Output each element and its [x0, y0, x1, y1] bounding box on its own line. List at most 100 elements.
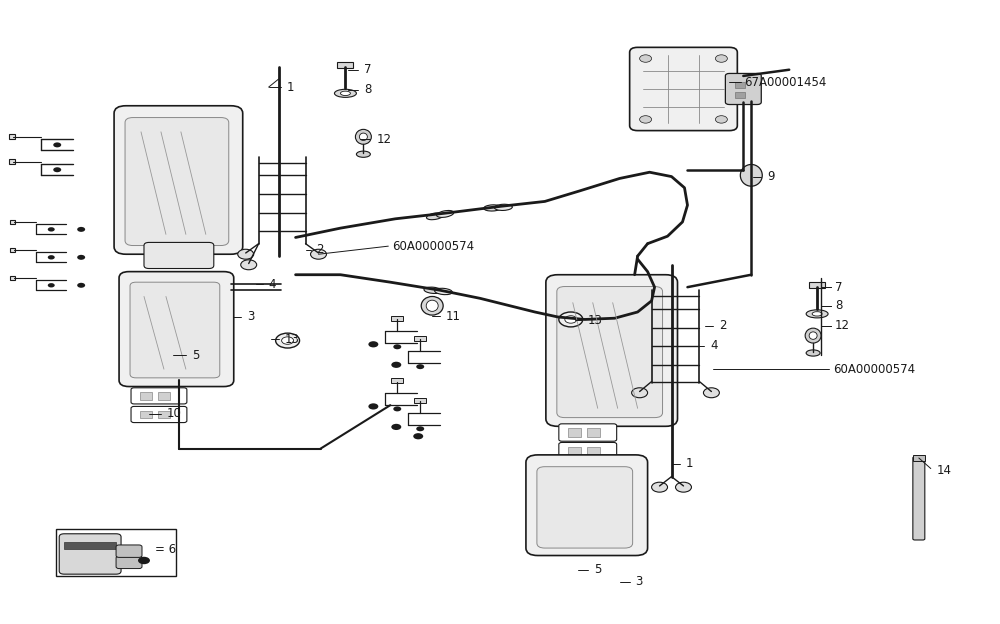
Circle shape — [48, 283, 55, 288]
Circle shape — [77, 283, 85, 288]
Bar — [158, 301, 172, 310]
Circle shape — [48, 227, 55, 232]
Circle shape — [368, 403, 378, 409]
Text: 12: 12 — [835, 319, 850, 332]
FancyBboxPatch shape — [131, 388, 187, 404]
FancyBboxPatch shape — [114, 105, 243, 254]
Text: 60A00000574: 60A00000574 — [392, 240, 474, 253]
Bar — [735, 92, 745, 99]
FancyBboxPatch shape — [559, 424, 617, 441]
Text: 67A00001454: 67A00001454 — [744, 76, 827, 89]
FancyBboxPatch shape — [557, 286, 663, 417]
Ellipse shape — [340, 91, 350, 95]
Ellipse shape — [806, 350, 820, 356]
Bar — [140, 411, 152, 418]
Circle shape — [413, 433, 423, 439]
FancyBboxPatch shape — [559, 442, 617, 460]
Bar — [337, 62, 353, 68]
FancyBboxPatch shape — [537, 467, 633, 548]
Circle shape — [77, 227, 85, 232]
Circle shape — [640, 115, 652, 123]
Ellipse shape — [427, 213, 444, 220]
Text: 7: 7 — [835, 281, 843, 294]
Text: 3: 3 — [636, 575, 643, 588]
Bar — [735, 82, 745, 89]
Text: 13: 13 — [588, 314, 603, 326]
FancyBboxPatch shape — [913, 457, 925, 540]
Ellipse shape — [424, 287, 442, 293]
Bar — [158, 319, 172, 328]
Bar — [809, 282, 825, 288]
Bar — [10, 276, 15, 280]
Text: 12: 12 — [376, 133, 391, 146]
Circle shape — [311, 249, 326, 259]
Circle shape — [632, 388, 648, 397]
Bar — [414, 336, 426, 341]
Text: 4: 4 — [269, 278, 276, 291]
Ellipse shape — [484, 205, 502, 211]
Text: 8: 8 — [835, 300, 842, 312]
FancyBboxPatch shape — [130, 282, 220, 378]
Circle shape — [676, 482, 691, 492]
Circle shape — [703, 388, 719, 397]
Ellipse shape — [426, 300, 438, 311]
Text: 14: 14 — [937, 464, 952, 477]
Circle shape — [416, 364, 424, 369]
Circle shape — [416, 426, 424, 431]
Bar — [391, 316, 403, 321]
Circle shape — [77, 255, 85, 260]
Text: = 6: = 6 — [155, 544, 176, 557]
Bar — [587, 428, 600, 437]
Circle shape — [238, 249, 254, 259]
Circle shape — [715, 55, 727, 62]
FancyBboxPatch shape — [630, 47, 737, 130]
Bar — [138, 282, 152, 291]
Circle shape — [640, 55, 652, 62]
Text: 5: 5 — [594, 563, 601, 577]
Bar — [10, 248, 15, 252]
FancyBboxPatch shape — [144, 242, 214, 268]
FancyBboxPatch shape — [131, 406, 187, 422]
Bar — [9, 134, 15, 139]
Ellipse shape — [805, 328, 821, 343]
Circle shape — [559, 312, 583, 327]
FancyBboxPatch shape — [119, 271, 234, 386]
Text: 7: 7 — [364, 63, 372, 76]
FancyBboxPatch shape — [128, 296, 189, 314]
FancyBboxPatch shape — [526, 455, 648, 555]
Bar — [158, 282, 172, 291]
Circle shape — [391, 362, 401, 368]
Circle shape — [138, 557, 150, 564]
Ellipse shape — [812, 312, 822, 316]
Ellipse shape — [740, 165, 762, 186]
FancyBboxPatch shape — [546, 275, 678, 426]
Text: 11: 11 — [446, 310, 461, 323]
FancyBboxPatch shape — [128, 278, 189, 295]
Text: 1: 1 — [685, 457, 693, 470]
Bar — [9, 159, 15, 164]
Ellipse shape — [334, 89, 356, 97]
Ellipse shape — [355, 129, 371, 144]
Bar — [138, 319, 152, 328]
Ellipse shape — [494, 204, 512, 210]
Text: 2: 2 — [317, 243, 324, 256]
Circle shape — [282, 337, 294, 344]
Text: 13: 13 — [285, 333, 299, 346]
FancyBboxPatch shape — [116, 545, 142, 557]
Text: 10: 10 — [167, 407, 182, 421]
FancyBboxPatch shape — [116, 556, 142, 568]
Circle shape — [565, 316, 577, 323]
Circle shape — [391, 424, 401, 430]
Bar — [140, 392, 152, 399]
Bar — [391, 379, 403, 383]
Bar — [587, 447, 600, 456]
Ellipse shape — [359, 133, 367, 140]
Bar — [158, 411, 170, 418]
Bar — [56, 529, 176, 576]
Circle shape — [53, 142, 61, 147]
Bar — [414, 398, 426, 402]
Bar — [10, 220, 15, 225]
Circle shape — [715, 115, 727, 123]
Text: 2: 2 — [719, 319, 727, 332]
Circle shape — [48, 255, 55, 260]
